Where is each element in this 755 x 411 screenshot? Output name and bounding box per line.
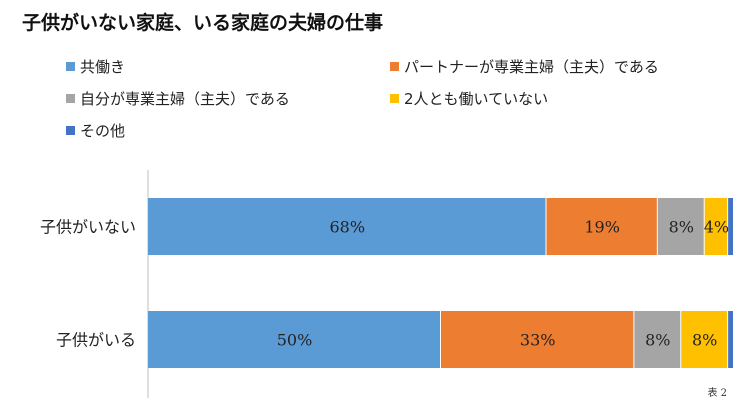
bar-segment: [634, 311, 681, 368]
bar-segment: [728, 198, 733, 255]
bar-segment: [441, 311, 634, 368]
table-caption: 表 2: [707, 388, 727, 399]
data-label: 19%: [584, 218, 620, 237]
data-label: 8%: [692, 331, 717, 350]
legend-label: パートナーが専業主婦（主夫）である: [404, 58, 659, 76]
legend-swatch: [66, 62, 75, 71]
data-label: 8%: [645, 331, 670, 350]
bar-segment: [148, 311, 440, 368]
bar-segment: [148, 198, 546, 255]
category-label: 子供がいない: [40, 218, 136, 237]
chart-title: 子供がいない家庭、いる家庭の夫婦の仕事: [22, 12, 384, 34]
bar-segment: [728, 311, 733, 368]
legend-item: 共働き: [66, 56, 125, 77]
legend-swatch: [390, 62, 399, 71]
data-label: 68%: [329, 218, 365, 237]
data-label: 4%: [704, 218, 729, 237]
bar-segment: [546, 198, 657, 255]
legend-item: パートナーが専業主婦（主夫）である: [390, 56, 659, 77]
legend-label: その他: [80, 122, 126, 140]
bar-segment: [704, 198, 728, 255]
data-label: 8%: [669, 218, 694, 237]
legend: 共働き パートナーが専業主婦（主夫）である自分が専業主婦（主夫）である 2人とも働い…: [66, 56, 746, 152]
bar-segment: [681, 311, 728, 368]
legend-swatch: [390, 94, 399, 103]
legend-swatch: [66, 126, 75, 135]
bar-segment: [657, 198, 704, 255]
legend-item: 2人とも働いていない: [390, 88, 548, 109]
legend-item: 自分が専業主婦（主夫）である: [66, 88, 290, 109]
data-label: 50%: [277, 331, 313, 350]
data-label: 33%: [520, 331, 556, 350]
legend-label: 共働き: [80, 58, 126, 76]
legend-label: 自分が専業主婦（主夫）である: [80, 90, 290, 108]
legend-label: 2人とも働いていない: [404, 90, 549, 108]
legend-swatch: [66, 94, 75, 103]
legend-item: その他: [66, 120, 125, 141]
category-label: 子供がいる: [56, 331, 136, 350]
